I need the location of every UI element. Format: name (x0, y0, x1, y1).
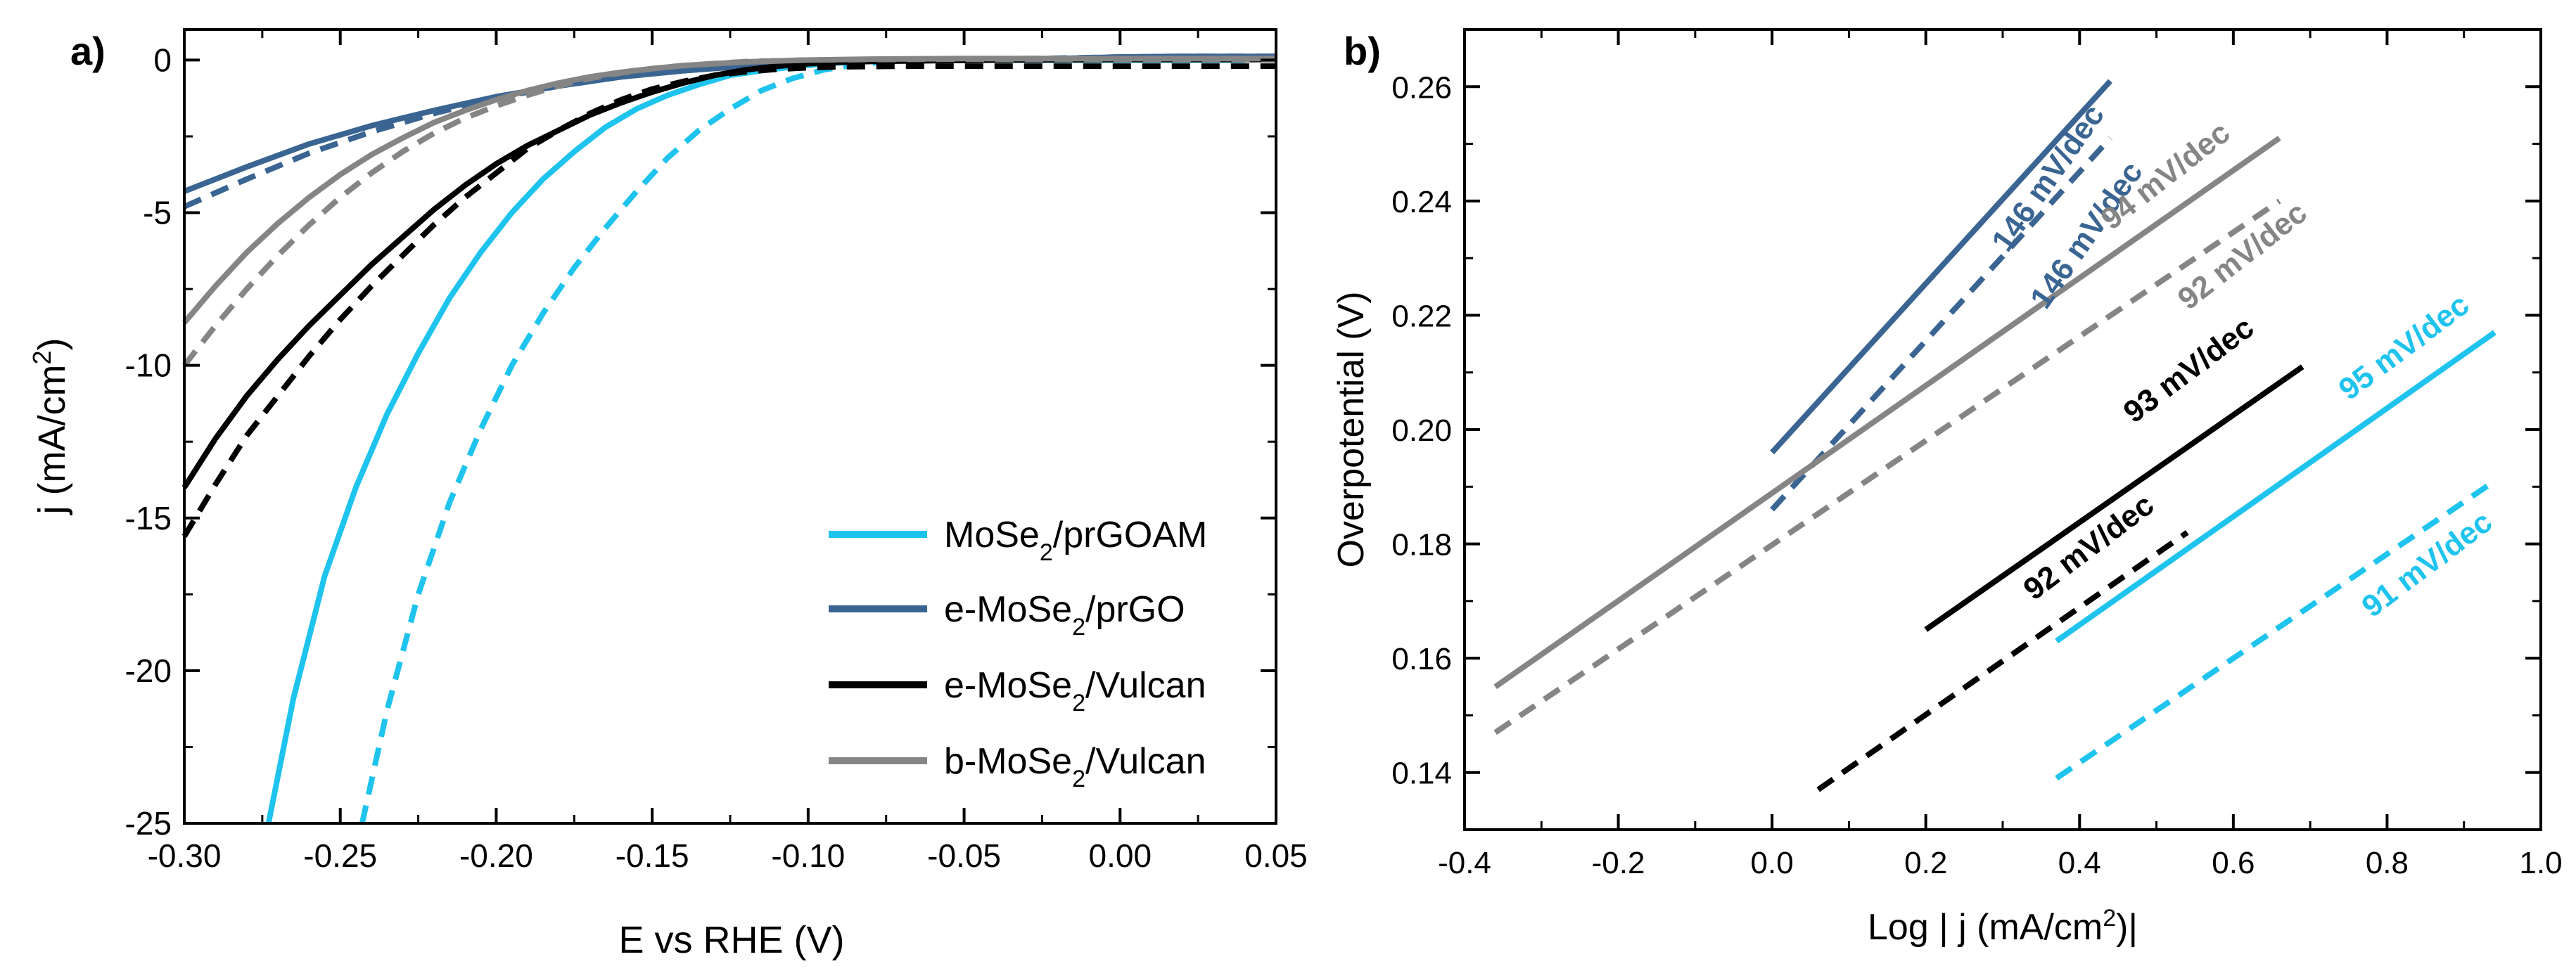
y-tick-label: 0.14 (1391, 757, 1452, 791)
panel-b-label: b) (1344, 29, 1381, 73)
x-tick-label: -0.30 (148, 837, 222, 874)
slope-annotation: 92 mV/dec (2017, 487, 2160, 607)
series-line-mose2-prgoam (265, 57, 1245, 824)
y-tick-label: 0.24 (1391, 185, 1452, 219)
x-tick-label: -0.2 (1592, 846, 1645, 880)
legend-entry-b-mose2-vulcan: b-MoSe2/Vulcan (829, 741, 1206, 792)
y-tick-label: 0 (153, 41, 172, 78)
panel-b-series (1493, 79, 2497, 792)
series-line-e-mose2-vulcan (1924, 364, 2304, 632)
panel-b-plot-frame (1463, 28, 2542, 831)
x-tick-label: 0.00 (1089, 837, 1152, 874)
panel-a: a) -0.30 -0.25 -0.20 -0.15 -0.10 -0.05 0.00 0.0… (27, 28, 1308, 961)
series-line-e-mose2-prgo-dashed (183, 53, 1276, 210)
panel-a-y-axis: 0 -5 -10 -15 -20 -25 (125, 41, 1276, 842)
series-line-b-mose2-vulcan-dashed (181, 56, 1276, 368)
x-tick-label: -0.20 (459, 837, 533, 874)
panel-a-x-axis: -0.30 -0.25 -0.20 -0.15 -0.10 -0.05 0.00 0.05 (148, 30, 1308, 874)
x-tick-label: -0.4 (1438, 846, 1491, 880)
y-tick-label: -20 (125, 652, 172, 689)
series-line-e-mose2-prgo-dashed (1770, 136, 2112, 512)
x-tick-label: 0.2 (1904, 846, 1947, 880)
panel-a-series (181, 53, 1276, 824)
legend-entry-e-mose2-vulcan: e-MoSe2/Vulcan (829, 665, 1206, 716)
x-tick-label: 0.05 (1244, 837, 1308, 874)
y-tick-label: -25 (125, 805, 172, 842)
x-tick-label: -0.10 (771, 837, 845, 874)
series-line-e-mose2-prgo (1770, 79, 2112, 455)
series-line-e-mose2-vulcan-dashed (181, 63, 1276, 538)
x-tick-label: -0.05 (927, 837, 1001, 874)
y-tick-label: 0.26 (1391, 70, 1452, 105)
y-tick-label: 0.16 (1391, 642, 1452, 676)
panel-a-legend: MoSe2/prGOAM e-MoSe2/prGO e-MoSe2/Vulcan… (829, 515, 1207, 792)
x-tick-label: -0.15 (616, 837, 689, 874)
y-tick-label: -15 (125, 500, 172, 536)
legend-entry-mose2-prgoam: MoSe2/prGOAM (829, 515, 1207, 566)
panel-b-y-axis-title: Overpotential (V) (1331, 291, 1372, 567)
legend-label: e-MoSe2/Vulcan (944, 665, 1206, 716)
y-tick-label: 0.22 (1391, 299, 1452, 333)
legend-label: e-MoSe2/prGO (944, 589, 1185, 641)
y-tick-label: -5 (143, 195, 172, 231)
x-tick-label: 0.6 (2212, 846, 2255, 880)
panel-b-x-axis-title: Log | j (mA/cm2)| (1868, 905, 2138, 948)
y-tick-label: 0.20 (1391, 413, 1452, 448)
panel-b-y-axis: 0.14 0.16 0.18 0.20 0.22 0.24 0.26 (1391, 70, 2541, 791)
x-tick-label: 0.0 (1751, 846, 1794, 880)
x-tick-label: 0.4 (2058, 846, 2101, 880)
slope-annotation: 91 mV/dec (2356, 505, 2499, 624)
legend-label: MoSe2/prGOAM (944, 515, 1207, 566)
x-tick-label: -0.25 (303, 837, 377, 874)
panel-a-y-axis-title: j (mA/cm2) (27, 338, 74, 516)
series-line-mose2-prgoam (2055, 330, 2497, 644)
x-tick-label: 0.8 (2366, 846, 2409, 880)
y-tick-label: -10 (125, 347, 172, 384)
legend-label: b-MoSe2/Vulcan (944, 741, 1206, 792)
series-line-b-mose2-vulcan (1493, 136, 2281, 690)
panel-a-label: a) (70, 29, 106, 73)
legend-entry-e-mose2-prgo: e-MoSe2/prGO (829, 589, 1185, 641)
slope-annotation: 95 mV/dec (2333, 288, 2475, 407)
y-tick-label: 0.18 (1391, 528, 1452, 562)
series-line-b-mose2-vulcan-dashed (1493, 198, 2281, 735)
x-tick-label: 1.0 (2519, 846, 2562, 880)
series-line-e-mose2-vulcan (181, 56, 1276, 489)
panel-b-x-axis: -0.4 -0.2 0.0 0.2 0.4 0.6 0.8 1.0 (1438, 30, 2563, 880)
slope-annotation: 92 mV/dec (2172, 195, 2314, 317)
series-line-e-mose2-vulcan-dashed (1816, 530, 2189, 792)
panel-a-x-axis-title: E vs RHE (V) (618, 919, 844, 961)
